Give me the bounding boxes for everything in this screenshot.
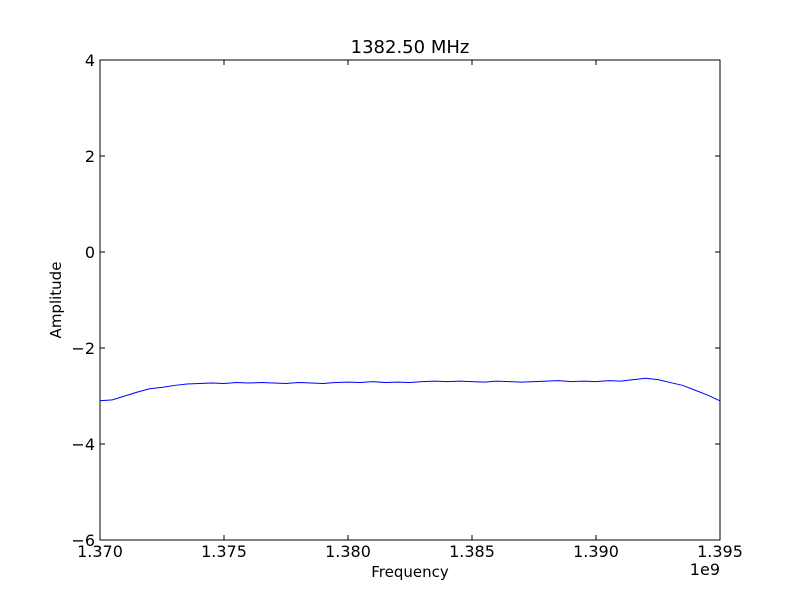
x-tick-label: 1.370 <box>77 542 123 561</box>
x-tick-label: 1.390 <box>573 542 619 561</box>
x-tick-label: 1.385 <box>449 542 495 561</box>
y-axis: −6 −4 −2 0 2 4 <box>71 51 720 550</box>
x-tick-label: 1.380 <box>325 542 371 561</box>
plot-area <box>100 60 720 540</box>
y-tick-label: −6 <box>71 531 95 550</box>
x-tick-label: 1.395 <box>697 542 743 561</box>
y-tick-label: 0 <box>85 243 95 262</box>
series-layer <box>99 377 721 402</box>
x-axis: 1.370 1.375 1.380 1.385 1.390 1.395 <box>77 60 743 561</box>
y-axis-label: Amplitude <box>47 262 65 339</box>
y-tick-label: −2 <box>71 339 95 358</box>
series-line <box>99 377 721 402</box>
x-tick-label: 1.375 <box>201 542 247 561</box>
x-axis-offset-label: 1e9 <box>690 560 720 579</box>
y-tick-label: 2 <box>85 147 95 166</box>
y-tick-label: −4 <box>71 435 95 454</box>
chart-title: 1382.50 MHz <box>351 37 470 58</box>
plot-frame <box>99 59 721 541</box>
x-axis-label: Frequency <box>371 563 449 581</box>
y-tick-label: 4 <box>85 51 95 70</box>
